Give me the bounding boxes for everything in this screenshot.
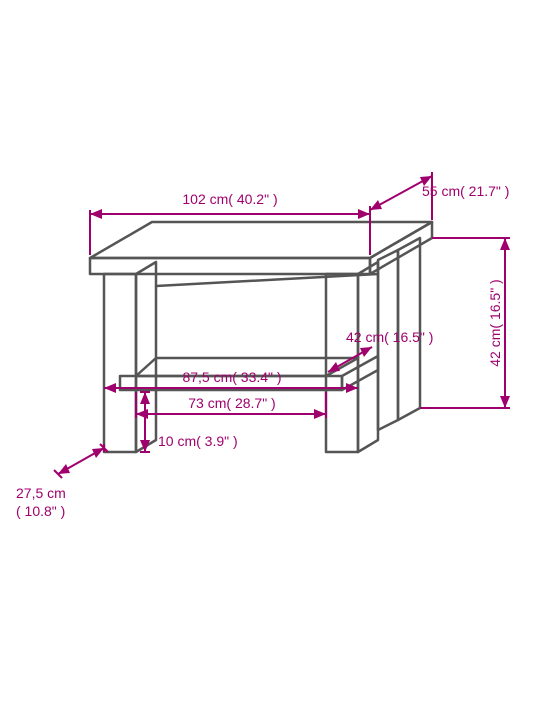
dim-leg-depth: 27,5 cm ( 10.8" ) (16, 444, 108, 519)
dim-leg-depth-label-l2: ( 10.8" ) (16, 503, 65, 519)
dim-shelf-depth-label: 42 cm( 16.5" ) (346, 329, 433, 345)
dim-clearance-label: 10 cm( 3.9" ) (158, 433, 238, 449)
dim-height-right: 42 cm( 16.5" ) (420, 238, 510, 408)
dim-depth-top-label: 55 cm( 21.7" ) (422, 183, 509, 199)
dim-leg-depth-label-l1: 27,5 cm (16, 485, 66, 501)
dim-width-top-label: 102 cm( 40.2" ) (182, 191, 277, 207)
dim-shelf-w2-label: 73 cm( 28.7" ) (188, 395, 275, 411)
dim-shelf-w2: 73 cm( 28.7" ) (136, 392, 326, 419)
dimension-diagram: 102 cm( 40.2" ) 55 cm( 21.7" ) 42 cm( 16… (0, 0, 540, 720)
dim-height-right-label: 42 cm( 16.5" ) (487, 279, 503, 366)
dim-shelf-w1-label: 87,5 cm( 33.4" ) (182, 369, 281, 385)
dim-depth-top: 55 cm( 21.7" ) (370, 172, 509, 255)
